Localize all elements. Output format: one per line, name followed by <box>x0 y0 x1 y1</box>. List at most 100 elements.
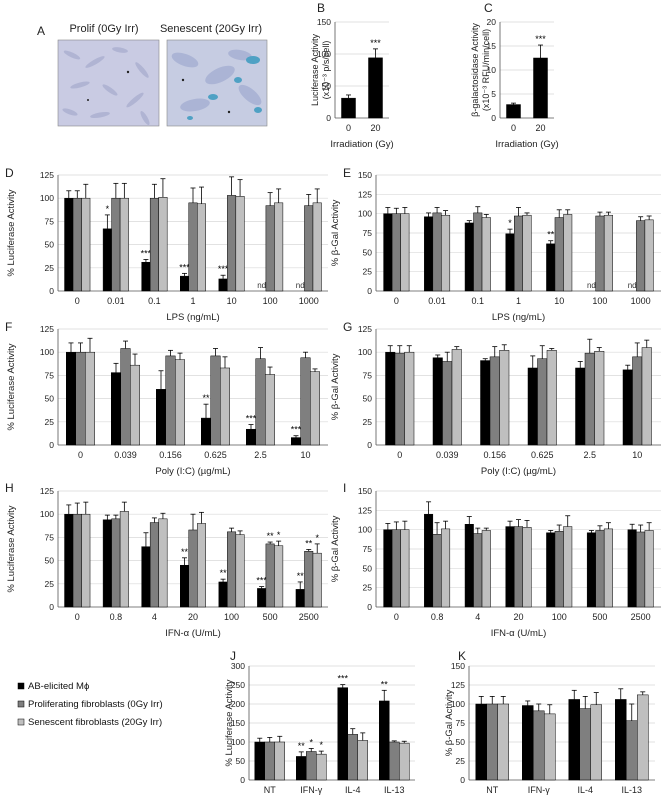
bar <box>626 720 638 781</box>
x-tick-label: 0.156 <box>159 450 182 460</box>
y-tick-label: 10 <box>487 65 497 75</box>
x-tick-label: 500 <box>592 612 607 622</box>
panel-label-e: E <box>343 166 351 180</box>
x-tick-label: 0 <box>78 450 83 460</box>
x-axis-title: LPS (ng/mL) <box>492 312 545 323</box>
bar <box>274 202 284 292</box>
bar <box>218 278 228 292</box>
bar <box>594 351 605 446</box>
bar <box>499 350 510 446</box>
y-tick-label: 0 <box>491 113 496 123</box>
y-tick-label: 125 <box>40 486 54 496</box>
x-tick-label: IL-13 <box>384 785 405 795</box>
y-tick-label: 0 <box>49 286 54 296</box>
bar <box>481 217 491 292</box>
significance-label: ** <box>547 230 555 240</box>
panel-label-f: F <box>5 320 12 334</box>
bar <box>603 528 613 608</box>
y-tick-label: 200 <box>231 699 245 709</box>
bar <box>210 355 221 446</box>
bar <box>111 372 121 446</box>
y-tick-label: 50 <box>363 247 373 257</box>
x-tick-label: 0.01 <box>107 296 125 306</box>
x-tick-label: 4 <box>152 612 157 622</box>
bar <box>579 708 591 781</box>
chart-panel-i: I 0 25 50 75 100 125 150 0 0.8 4 20 100 500 2500 IFN-α … <box>330 481 661 639</box>
y-tick-label: 125 <box>40 170 54 180</box>
bar <box>72 513 82 608</box>
bar <box>451 349 462 446</box>
bar <box>563 214 573 292</box>
y-tick-label: 25 <box>456 756 466 766</box>
panel-label-a: A <box>37 24 45 38</box>
bar <box>316 753 327 781</box>
bar <box>149 197 159 292</box>
bar <box>400 529 410 608</box>
bar <box>527 367 538 446</box>
y-axis-title: % Luciferase Activity <box>224 679 235 766</box>
bar <box>300 357 311 446</box>
significance-label: ** <box>305 538 313 548</box>
legend-label-macrophage: AB-elicited Mϕ <box>28 681 89 692</box>
x-tick-label: 0.039 <box>114 450 137 460</box>
bar <box>391 529 401 608</box>
bar <box>72 197 82 292</box>
x-tick-label: 100 <box>592 296 607 306</box>
bar <box>464 524 474 608</box>
bar <box>296 756 307 781</box>
bar <box>514 215 523 292</box>
significance-label: *** <box>337 674 348 684</box>
y-axis-title-line1: Luciferase Activity <box>310 33 320 106</box>
bar <box>197 203 206 292</box>
bar <box>632 356 643 446</box>
bar <box>158 518 168 608</box>
panel-label-h: H <box>5 481 14 495</box>
y-tick-label: 50 <box>45 556 55 566</box>
y-tick-label: 25 <box>45 579 55 589</box>
x-tick-label: 100 <box>263 296 278 306</box>
bar <box>385 351 396 446</box>
bar <box>246 428 256 446</box>
significance-label: *** <box>291 425 302 435</box>
y-tick-label: 50 <box>363 394 373 404</box>
bar <box>227 195 237 292</box>
bar <box>304 205 314 292</box>
x-tick-label: 20 <box>535 123 545 133</box>
bar <box>265 374 275 446</box>
y-tick-label: 75 <box>45 370 55 380</box>
x-tick-label: 10 <box>554 296 564 306</box>
bar <box>75 351 86 446</box>
bar <box>586 532 596 608</box>
significance-label: ** <box>220 568 228 578</box>
bar <box>514 526 523 608</box>
x-tick-label: 0.625 <box>204 450 227 460</box>
bar <box>175 359 185 446</box>
x-tick-label: 0.8 <box>431 612 444 622</box>
bar <box>274 545 284 608</box>
bar <box>306 751 317 781</box>
panel-label-k: K <box>458 649 466 663</box>
y-tick-label: 50 <box>45 394 55 404</box>
y-tick-label: 100 <box>40 347 54 357</box>
x-tick-label: 0.1 <box>472 296 485 306</box>
x-tick-label: 0 <box>75 296 80 306</box>
bar <box>141 546 151 608</box>
y-tick-label: 100 <box>40 193 54 203</box>
significance-label: *** <box>141 248 152 258</box>
significance-label: ** <box>267 531 275 541</box>
bar <box>603 214 613 292</box>
y-tick-label: 50 <box>363 563 373 573</box>
significance-label: * <box>319 740 323 750</box>
bar <box>265 543 275 608</box>
y-tick-label: 50 <box>236 756 246 766</box>
bar <box>546 243 556 292</box>
y-tick-label: 50 <box>456 737 466 747</box>
bar <box>575 367 586 446</box>
bar <box>394 352 405 446</box>
y-tick-label: 100 <box>451 699 465 709</box>
bar <box>165 355 176 446</box>
x-tick-label: 500 <box>263 612 278 622</box>
chart-panel-f: F 0 25 50 75 100 125 0 0.039 0.156 0.625 ** 2.5 *** 10… <box>5 320 328 477</box>
